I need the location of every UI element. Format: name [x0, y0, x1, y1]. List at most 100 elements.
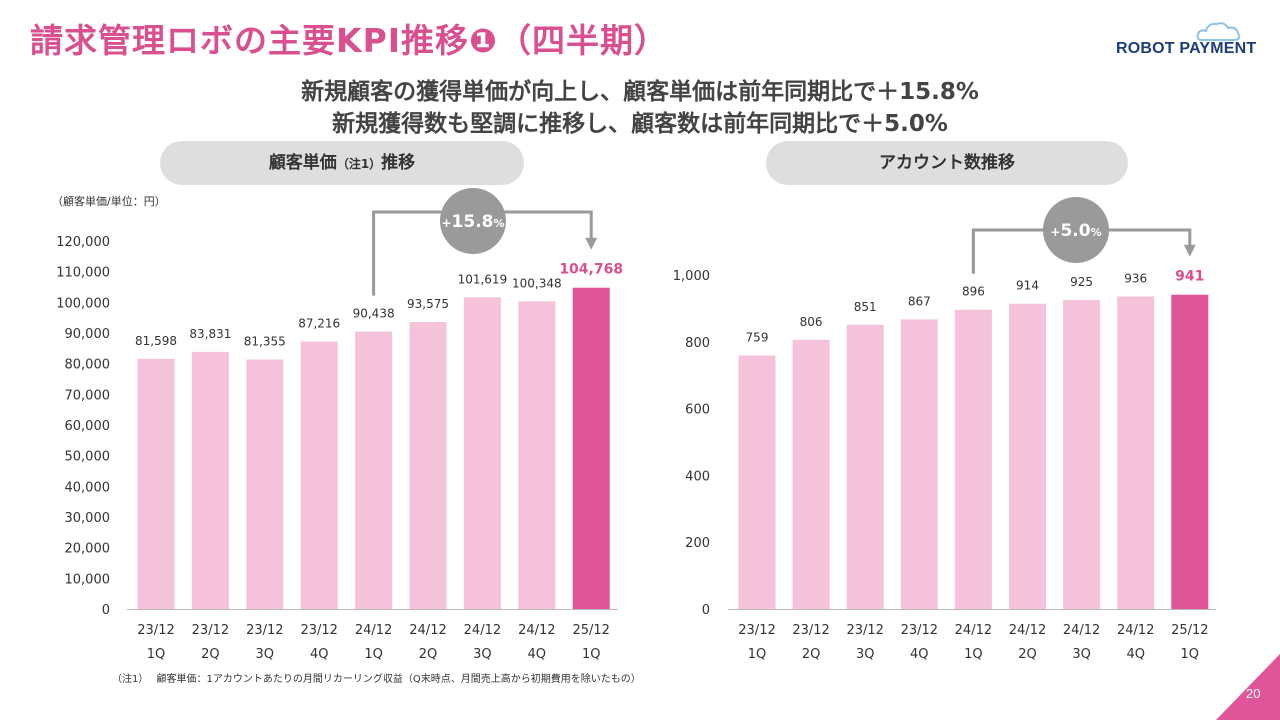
- right-x-tick-label: 23/12: [738, 623, 775, 638]
- left-x-tick-label-quarter: 3Q: [256, 647, 275, 662]
- left-bar: [409, 322, 447, 609]
- right-value-label: 896: [962, 285, 985, 299]
- left-bar: [463, 297, 501, 609]
- left-y-tick-label: 50,000: [65, 450, 111, 465]
- left-y-tick-label: 80,000: [65, 358, 111, 373]
- left-x-tick-label-quarter: 1Q: [582, 647, 601, 662]
- left-y-tick-label: 10,000: [65, 572, 111, 587]
- right-y-tick-label: 400: [685, 469, 710, 484]
- right-bar: [738, 355, 776, 609]
- right-y-tick-label: 200: [685, 536, 710, 551]
- subtitle-line-1: 新規顧客の獲得単価が向上し、顧客単価は前年同期比で＋15.8%: [301, 79, 979, 105]
- right-growth-label: +5.0%: [1050, 221, 1101, 241]
- left-bar: [191, 351, 229, 609]
- left-y-tick-label: 30,000: [65, 511, 111, 526]
- left-bar: [518, 301, 556, 609]
- left-bar: [572, 287, 610, 609]
- left-y-tick-label: 70,000: [65, 388, 111, 403]
- right-x-tick-label-quarter: 4Q: [1126, 647, 1145, 662]
- left-growth-circle: [440, 188, 506, 254]
- left-x-tick-label-quarter: 3Q: [473, 647, 492, 662]
- left-x-tick-label-quarter: 1Q: [364, 647, 383, 662]
- right-value-label: 941: [1175, 269, 1204, 285]
- left-y-tick-label: 40,000: [65, 480, 111, 495]
- right-x-tick-label-quarter: 2Q: [1018, 647, 1037, 662]
- left-value-label: 87,216: [298, 317, 340, 331]
- left-x-tick-label: 23/12: [246, 623, 283, 638]
- page-number: 20: [1246, 686, 1261, 701]
- page-title: 請求管理ロボの主要KPI推移❶（四半期）: [30, 14, 668, 62]
- left-value-label: 100,348: [512, 276, 562, 290]
- right-x-tick-label-quarter: 1Q: [964, 647, 983, 662]
- right-growth-circle: [1043, 197, 1109, 263]
- left-x-tick-label: 24/12: [518, 623, 555, 638]
- right-value-label: 759: [746, 330, 769, 344]
- left-growth-arrowhead: [585, 237, 598, 250]
- corner-triangle: [1216, 654, 1280, 720]
- left-y-tick-label: 20,000: [65, 542, 111, 557]
- right-y-tick-label: 800: [685, 336, 710, 351]
- right-x-tick-label-quarter: 2Q: [802, 647, 821, 662]
- right-bar: [1171, 294, 1209, 609]
- right-x-tick-label: 25/12: [1171, 623, 1208, 638]
- left-y-tick-label: 0: [102, 603, 110, 618]
- logo-text: ROBOT PAYMENT: [1116, 40, 1257, 57]
- right-bar: [1117, 296, 1155, 609]
- right-value-label: 867: [908, 294, 931, 308]
- right-x-tick-label-quarter: 1Q: [1181, 647, 1200, 662]
- right-bar: [792, 339, 830, 609]
- right-x-tick-label-quarter: 3Q: [1072, 647, 1091, 662]
- left-x-tick-label: 25/12: [572, 623, 609, 638]
- right-y-tick-label: 600: [685, 403, 710, 418]
- right-y-tick-label: 0: [702, 603, 710, 618]
- right-x-tick-label: 24/12: [1009, 623, 1046, 638]
- right-bar: [846, 324, 884, 609]
- right-x-tick-label: 24/12: [1117, 623, 1154, 638]
- left-value-label: 83,831: [189, 327, 231, 341]
- left-bar: [246, 359, 284, 609]
- cloud-icon: [1196, 22, 1241, 41]
- left-growth-label: +15.8%: [441, 212, 504, 232]
- right-bar: [1009, 303, 1046, 609]
- left-x-tick-label: 24/12: [355, 623, 392, 638]
- right-x-tick-label-quarter: 4Q: [910, 647, 929, 662]
- right-bar: [954, 309, 992, 609]
- right-value-label: 806: [800, 315, 823, 329]
- left-value-label: 90,438: [353, 307, 395, 321]
- right-x-tick-label-quarter: 1Q: [748, 647, 767, 662]
- right-x-tick-label-quarter: 3Q: [856, 647, 875, 662]
- left-x-tick-label-quarter: 4Q: [310, 647, 329, 662]
- left-y-tick-label: 120,000: [56, 235, 110, 250]
- left-value-label: 104,768: [559, 262, 623, 278]
- left-x-tick-label-quarter: 4Q: [528, 647, 547, 662]
- right-y-tick-label: 1,000: [673, 269, 710, 284]
- left-bar: [300, 341, 338, 609]
- left-x-tick-label: 23/12: [137, 623, 174, 638]
- left-x-tick-label-quarter: 1Q: [147, 647, 166, 662]
- left-bar: [355, 331, 393, 609]
- left-value-label: 93,575: [407, 297, 449, 311]
- right-x-tick-label: 23/12: [792, 623, 829, 638]
- footnote: （注1） 顧客単価：1アカウントあたりの月間リカーリング収益（Q末時点、月間売上…: [112, 674, 641, 685]
- right-chart-header: アカウント数推移: [766, 141, 1128, 185]
- left-bar: [137, 358, 175, 609]
- left-y-tick-label: 110,000: [56, 266, 110, 281]
- right-value-label: 914: [1016, 279, 1039, 293]
- left-x-tick-label-quarter: 2Q: [419, 647, 438, 662]
- left-y-tick-label: 100,000: [56, 296, 110, 311]
- title-main: 請求管理ロボの主要KPI推移: [30, 21, 470, 60]
- right-x-tick-label: 24/12: [955, 623, 992, 638]
- right-value-label: 851: [854, 300, 877, 314]
- right-x-tick-label: 24/12: [1063, 623, 1100, 638]
- right-value-label: 925: [1070, 275, 1093, 289]
- right-x-tick-label: 23/12: [846, 623, 883, 638]
- left-x-tick-label-quarter: 2Q: [201, 647, 220, 662]
- left-chart-title: 顧客単価: [268, 153, 337, 173]
- right-x-tick-label: 23/12: [901, 623, 938, 638]
- unit-label: （顧客単価/単位：円）: [52, 195, 166, 208]
- left-chart-title-suffix: 推移: [381, 153, 416, 173]
- left-x-tick-label: 24/12: [409, 623, 446, 638]
- left-y-tick-label: 60,000: [65, 419, 111, 434]
- left-value-label: 101,619: [458, 272, 508, 286]
